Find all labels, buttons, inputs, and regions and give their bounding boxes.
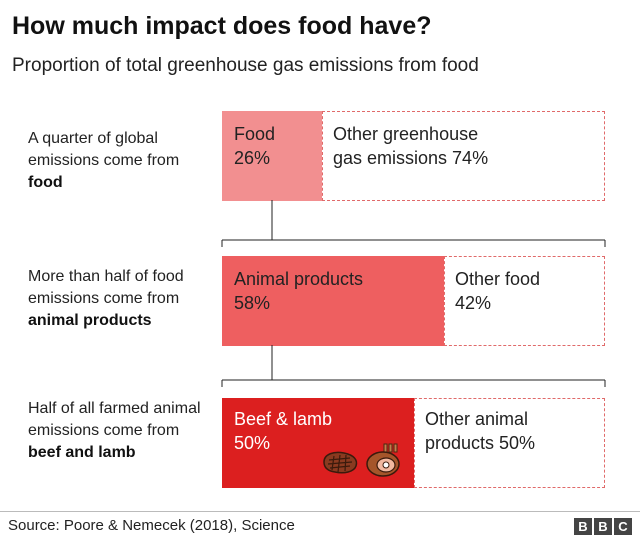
bar-label-main: Beef & lamb 50% [234,409,333,453]
connector-bracket-1 [221,200,606,247]
row-description-animal-products: More than half of food emissions come fr… [28,266,210,332]
row-description-beef-lamb: Half of all farmed animal emissions come… [28,398,210,464]
bar-row-animal-products: Animal products 58% Other food 42% [222,256,605,346]
page-subtitle: Proportion of total greenhouse gas emiss… [12,55,479,76]
bar-segment-main [222,111,322,201]
bar-row-beef-lamb: Beef & lamb 50% Other animal products 50… [222,398,605,488]
bar-label-main: Animal products 58% [234,269,364,313]
row-description-text: A quarter of global emissions come from [28,130,180,169]
bar-segment-main [222,256,444,346]
ham-icon [366,443,400,477]
source-note: Source: Poore & Nemecek (2018), Science [8,517,295,534]
bar-label-other: Other food 42% [455,269,541,313]
row-description-text: More than half of food emissions come fr… [28,268,184,307]
steak-icon [323,451,358,474]
bar-segment-other [322,111,605,201]
bbc-logo: B B C [574,518,632,535]
bar-label-other: Other greenhouse gas emissions 74% [333,124,489,168]
bar-label-other: Other animal products 50% [425,409,536,453]
row-description-highlight: beef and lamb [28,444,136,461]
bar-segment-other [414,398,605,488]
row-description-text: Half of all farmed animal emissions come… [28,400,201,439]
bar-segment-other [444,256,605,346]
source-divider [0,511,640,512]
bar-row-food: Food 26% Other greenhouse gas emissions … [222,111,605,201]
row-description-highlight: animal products [28,312,152,329]
bar-label-main: Food 26% [234,124,276,168]
connector-bracket-2 [221,345,606,387]
page-title: How much impact does food have? [12,12,432,40]
row-description-food: A quarter of global emissions come from … [28,128,210,194]
bbc-logo-letter: B [574,518,592,535]
bbc-logo-letter: C [614,518,632,535]
bbc-logo-letter: B [594,518,612,535]
row-description-highlight: food [28,174,63,191]
